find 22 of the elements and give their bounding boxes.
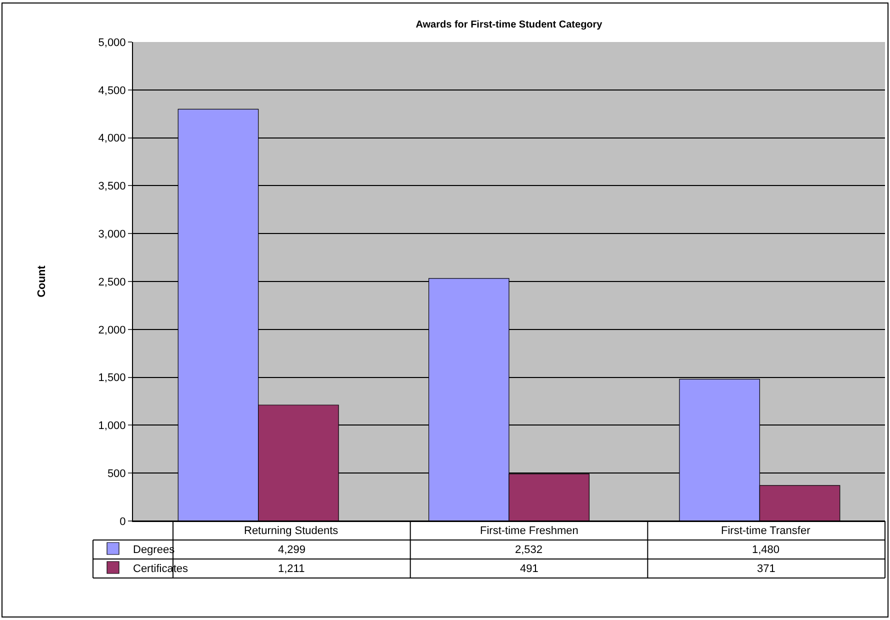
y-tick-label: 0	[120, 516, 126, 528]
data-label: 1,211	[278, 563, 305, 575]
x-tick-label: Returning Students	[244, 525, 339, 537]
y-tick-label: 1,000	[98, 420, 126, 432]
y-tick-label: 1,500	[98, 372, 126, 384]
x-tick-label: First-time Freshmen	[480, 525, 578, 537]
chart-title: Awards for First-time Student Category	[416, 20, 603, 30]
data-label: 371	[757, 563, 776, 575]
y-tick-label: 4,000	[98, 132, 126, 145]
y-tick-label: 2,000	[98, 324, 126, 336]
y-tick-label: 4,500	[98, 84, 126, 97]
y-tick-label: 2,500	[98, 276, 126, 288]
data-label: 4,299	[278, 544, 306, 556]
data-label: 491	[520, 563, 538, 575]
y-tick-label: 3,000	[98, 228, 126, 240]
data-label: 2,532	[515, 544, 543, 556]
y-tick-label: 3,500	[98, 180, 126, 193]
x-tick-label: First-time Transfer	[721, 525, 811, 537]
data-label: 1,480	[752, 544, 780, 556]
y-axis-title: Count	[36, 265, 48, 298]
y-tick-label: 500	[107, 468, 126, 480]
y-tick-label: 5,000	[98, 36, 126, 49]
